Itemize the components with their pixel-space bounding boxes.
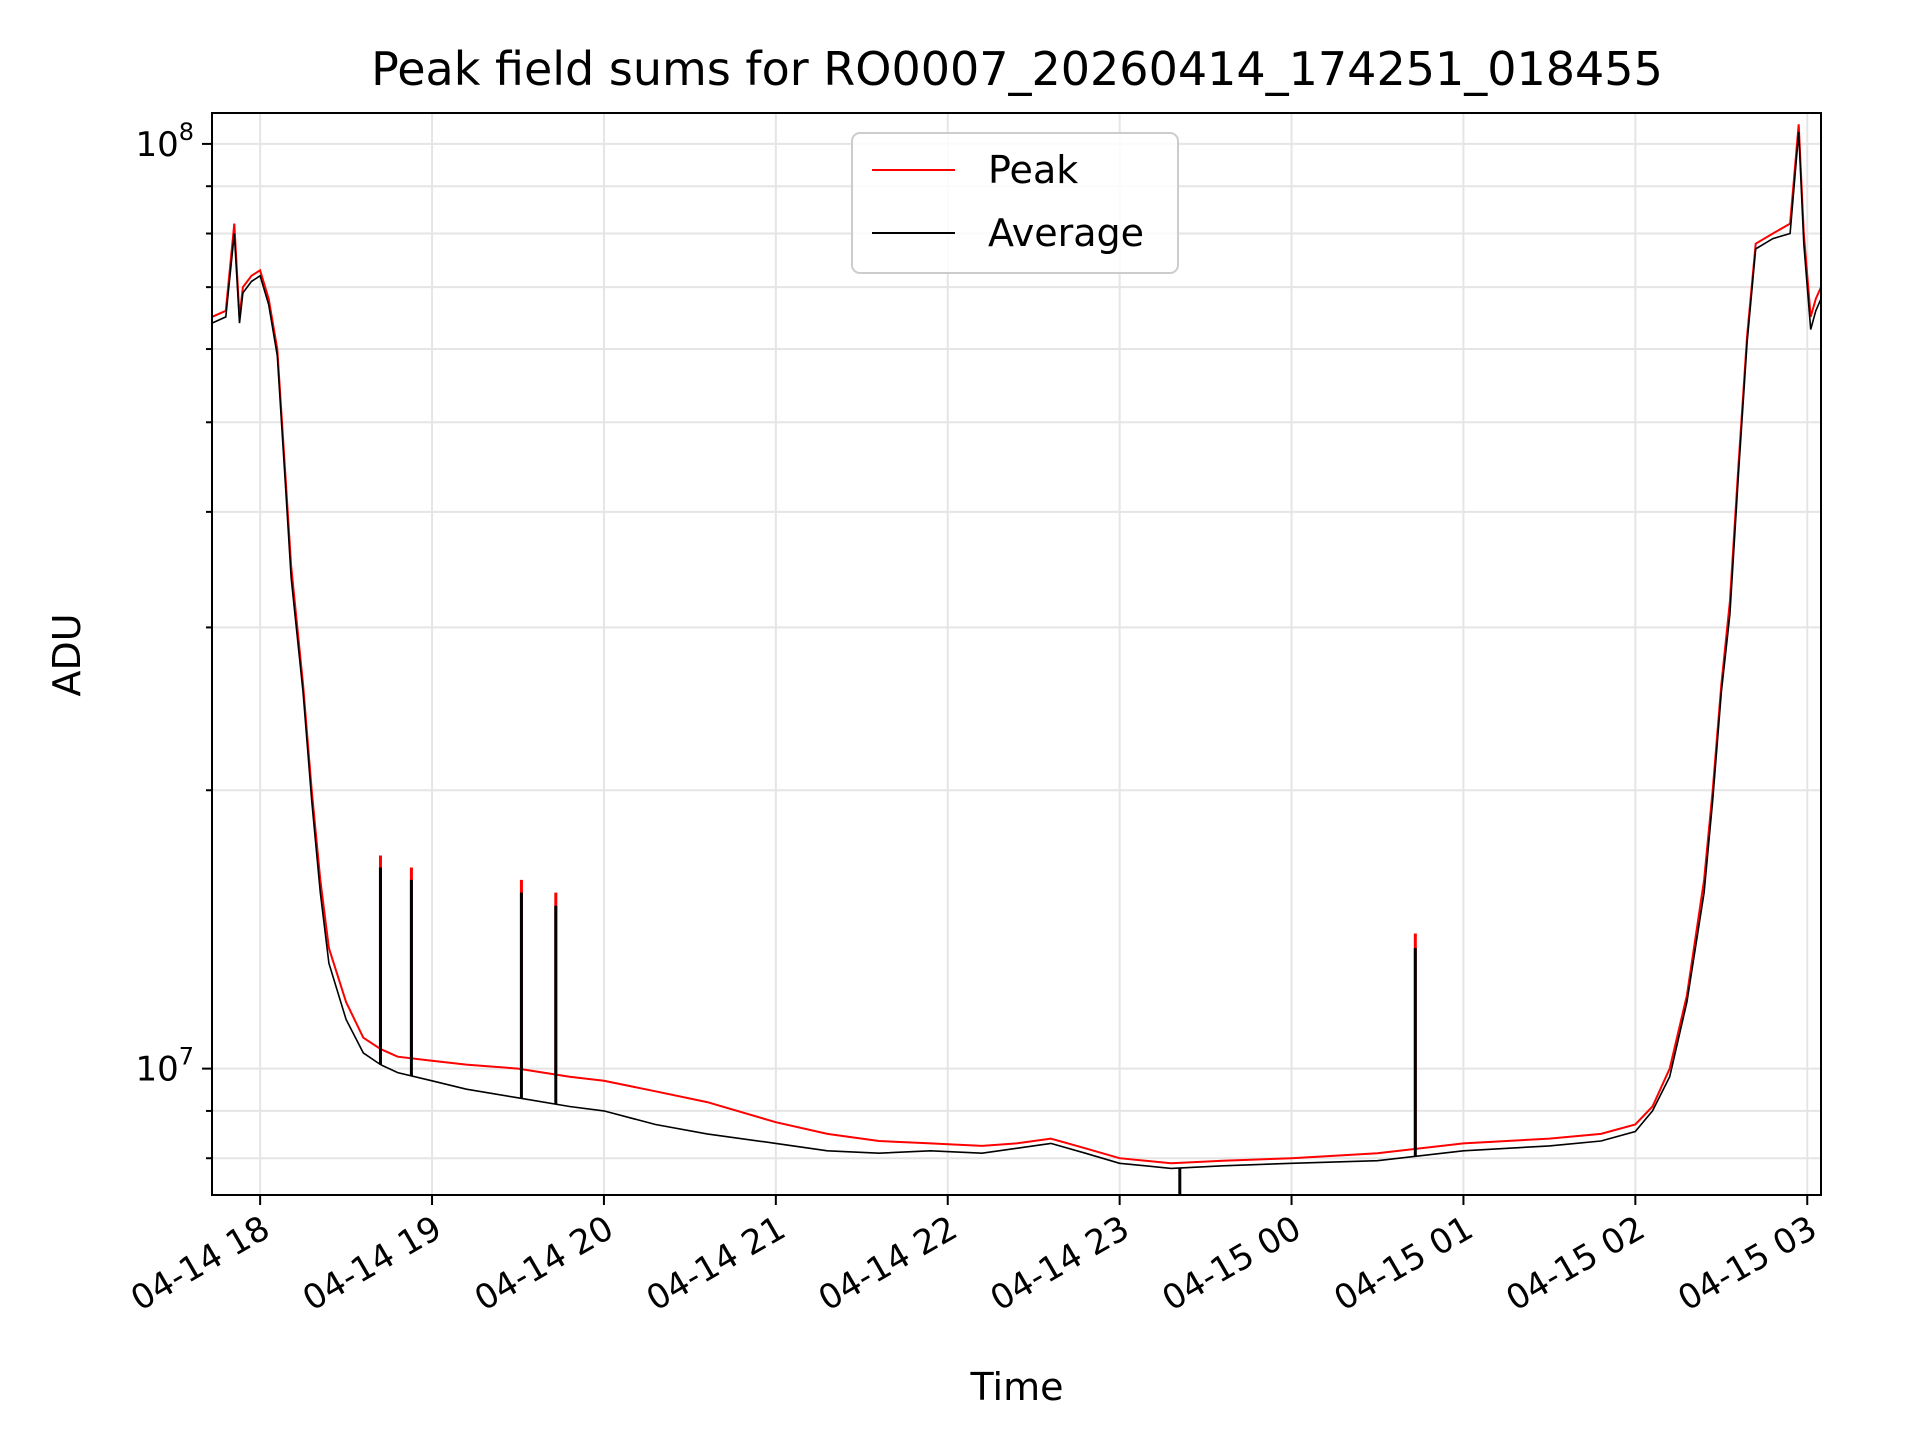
legend-label-average: Average — [988, 211, 1144, 255]
y-tick-label: 108 — [135, 118, 194, 165]
legend-box — [851, 132, 1179, 274]
series-line-average — [212, 131, 1821, 1170]
series-layer — [212, 124, 1821, 1195]
y-tick-label-exponent: 8 — [179, 118, 194, 146]
y-tick-label-base: 10 — [135, 1050, 178, 1090]
chart-title: Peak field sums for RO0007_20260414_1742… — [371, 42, 1663, 96]
y-tick-label-exponent: 7 — [179, 1043, 194, 1071]
y-tick-label: 107 — [135, 1043, 194, 1090]
y-axis-label: ADU — [45, 613, 89, 696]
y-tick-label-base: 10 — [135, 125, 178, 165]
legend: Peak Average — [851, 132, 1179, 274]
legend-label-peak: Peak — [988, 148, 1078, 192]
x-axis-label: Time — [970, 1365, 1064, 1409]
plot-frame — [211, 112, 1822, 1196]
